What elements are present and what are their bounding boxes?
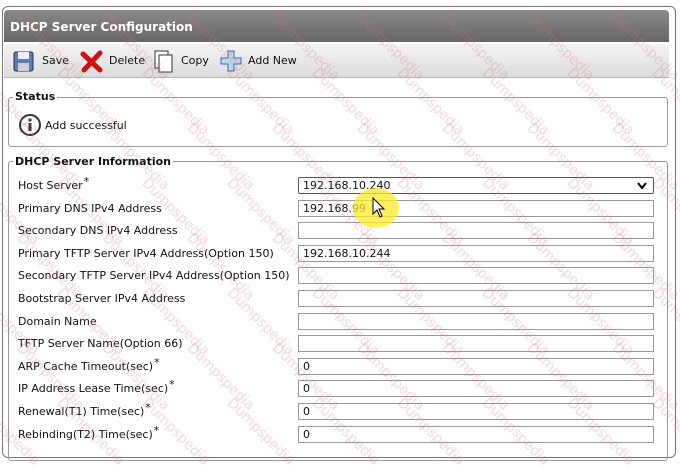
label-text: IP Address Lease Time(sec) bbox=[18, 382, 169, 396]
label-text: Bootstrap Server IPv4 Address bbox=[18, 292, 186, 305]
field-value: 0 bbox=[303, 405, 310, 418]
copy-button[interactable]: Copy bbox=[181, 54, 209, 67]
label-text: Host Server bbox=[18, 179, 83, 192]
field-label: Secondary DNS IPv4 Address bbox=[18, 224, 178, 237]
save-button[interactable]: Save bbox=[42, 54, 70, 67]
label-text: Renewal(T1) Time(sec) bbox=[18, 405, 145, 418]
field-value: 0 bbox=[303, 359, 310, 373]
required-mark: * bbox=[83, 175, 90, 188]
info-icon bbox=[19, 114, 41, 136]
field-label: Host Server* bbox=[18, 175, 89, 192]
required-mark: * bbox=[145, 401, 151, 414]
field-label: Bootstrap Server IPv4 Address bbox=[18, 292, 185, 305]
text-input[interactable] bbox=[298, 290, 654, 307]
text-input[interactable] bbox=[298, 267, 654, 285]
field-label: Renewal(T1) Time(sec)* bbox=[18, 401, 151, 418]
label-text: Secondary TFTP Server IPv4 Address(Optio… bbox=[18, 269, 290, 283]
text-input[interactable] bbox=[298, 335, 654, 353]
window-frame bbox=[2, 6, 676, 458]
field-label: IP Address Lease Time(sec)* bbox=[18, 378, 175, 396]
cursor-highlight bbox=[353, 188, 399, 228]
field-value: 0 bbox=[303, 382, 310, 396]
delete-button[interactable]: Delete bbox=[109, 54, 146, 67]
field-value: 192.168.99 bbox=[303, 201, 366, 215]
text-input[interactable]: 0 bbox=[298, 380, 654, 398]
save-icon[interactable] bbox=[12, 49, 36, 73]
window-title: DHCP Server Configuration bbox=[10, 20, 193, 34]
toolbar bbox=[4, 44, 669, 78]
title-bar bbox=[4, 10, 669, 42]
field-label: ARP Cache Timeout(sec)* bbox=[18, 356, 160, 373]
field-value: 192.168.10.240 bbox=[303, 179, 391, 192]
text-input[interactable]: 0 bbox=[298, 425, 654, 443]
field-value: 192.168.10.244 bbox=[303, 246, 391, 260]
label-text: TFTP Server Name(Option 66) bbox=[18, 337, 183, 351]
delete-icon[interactable] bbox=[80, 49, 104, 73]
field-label: Secondary TFTP Server IPv4 Address(Optio… bbox=[18, 269, 290, 282]
form-legend: DHCP Server Information bbox=[13, 155, 173, 168]
add-icon[interactable] bbox=[219, 49, 243, 73]
field-label: Primary DNS IPv4 Address bbox=[18, 202, 162, 215]
label-text: Primary DNS IPv4 Address bbox=[18, 201, 162, 215]
text-input[interactable]: 0 bbox=[298, 403, 654, 420]
field-label: Rebinding(T2) Time(sec)* bbox=[18, 424, 159, 441]
add-new-button[interactable]: Add New bbox=[248, 54, 297, 67]
label-text: Rebinding(T2) Time(sec) bbox=[18, 427, 153, 441]
label-text: Primary TFTP Server IPv4 Address(Option … bbox=[18, 246, 274, 260]
field-label: Domain Name bbox=[18, 315, 97, 328]
label-text: ARP Cache Timeout(sec) bbox=[18, 359, 154, 373]
status-legend: Status bbox=[13, 90, 58, 103]
status-fieldset bbox=[8, 97, 668, 147]
required-mark: * bbox=[169, 378, 175, 392]
required-mark: * bbox=[154, 355, 160, 369]
field-label: TFTP Server Name(Option 66) bbox=[18, 337, 183, 350]
label-text: Secondary DNS IPv4 Address bbox=[18, 224, 178, 238]
required-mark: * bbox=[153, 423, 160, 437]
label-text: Domain Name bbox=[18, 314, 97, 328]
select-box[interactable]: 192.168.10.240 bbox=[298, 177, 654, 194]
text-input[interactable]: 192.168.10.244 bbox=[298, 244, 654, 262]
page: {"header": {"title": "DHCP Server Config… bbox=[0, 6, 680, 469]
text-input[interactable] bbox=[298, 222, 654, 240]
field-label: Primary TFTP Server IPv4 Address(Option … bbox=[18, 247, 274, 260]
copy-icon[interactable] bbox=[152, 49, 176, 73]
text-input[interactable]: 0 bbox=[298, 357, 654, 375]
text-input[interactable] bbox=[298, 312, 654, 330]
field-value: 0 bbox=[303, 427, 310, 441]
status-message: Add successful bbox=[45, 119, 127, 132]
dropdown-arrow[interactable] bbox=[637, 182, 647, 190]
